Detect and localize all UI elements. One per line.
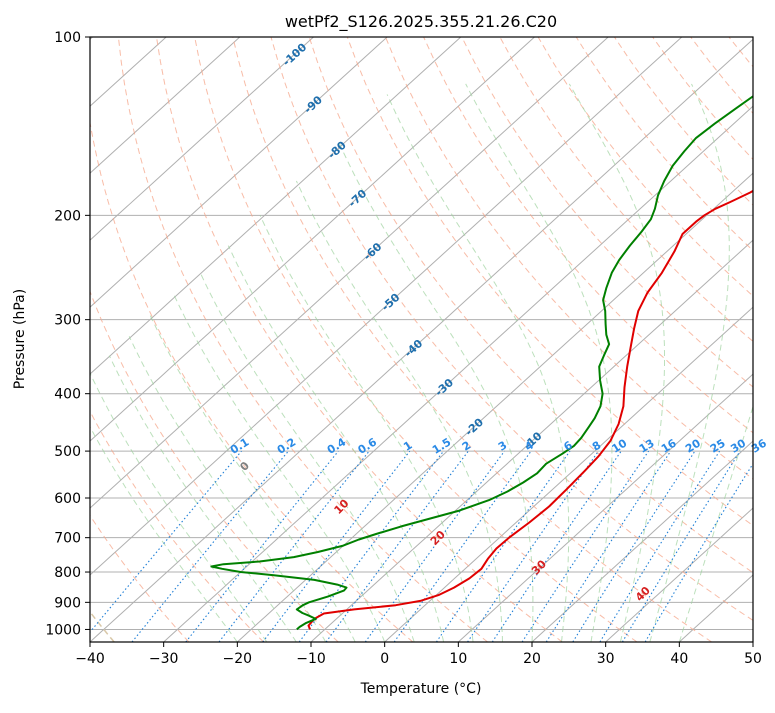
x-tick-label: 0 <box>380 651 389 667</box>
x-tick-label: −40 <box>75 651 105 667</box>
y-tick-label: 200 <box>54 208 81 224</box>
x-tick-label: 40 <box>670 651 688 667</box>
x-tick-label: −20 <box>223 651 253 667</box>
y-tick-label: 400 <box>54 387 81 403</box>
y-tick-label: 300 <box>54 313 81 329</box>
x-tick-label: 20 <box>523 651 541 667</box>
x-tick-label: 10 <box>449 651 467 667</box>
y-axis-title: Pressure (hPa) <box>12 289 28 389</box>
y-tick-label: 700 <box>54 531 81 547</box>
x-tick-label: −10 <box>296 651 326 667</box>
y-tick-label: 100 <box>54 30 81 46</box>
y-tick-label: 600 <box>54 491 81 507</box>
x-axis-title: Temperature (°C) <box>360 681 482 697</box>
x-tick-label: −30 <box>149 651 179 667</box>
y-tick-label: 900 <box>54 595 81 611</box>
y-tick-label: 800 <box>54 565 81 581</box>
y-tick-label: 500 <box>54 444 81 460</box>
x-tick-label: 30 <box>597 651 615 667</box>
chart-title: wetPf2_S126.2025.355.21.26.C20 <box>285 12 557 32</box>
y-tick-label: 1000 <box>45 622 81 638</box>
x-tick-label: 50 <box>744 651 762 667</box>
